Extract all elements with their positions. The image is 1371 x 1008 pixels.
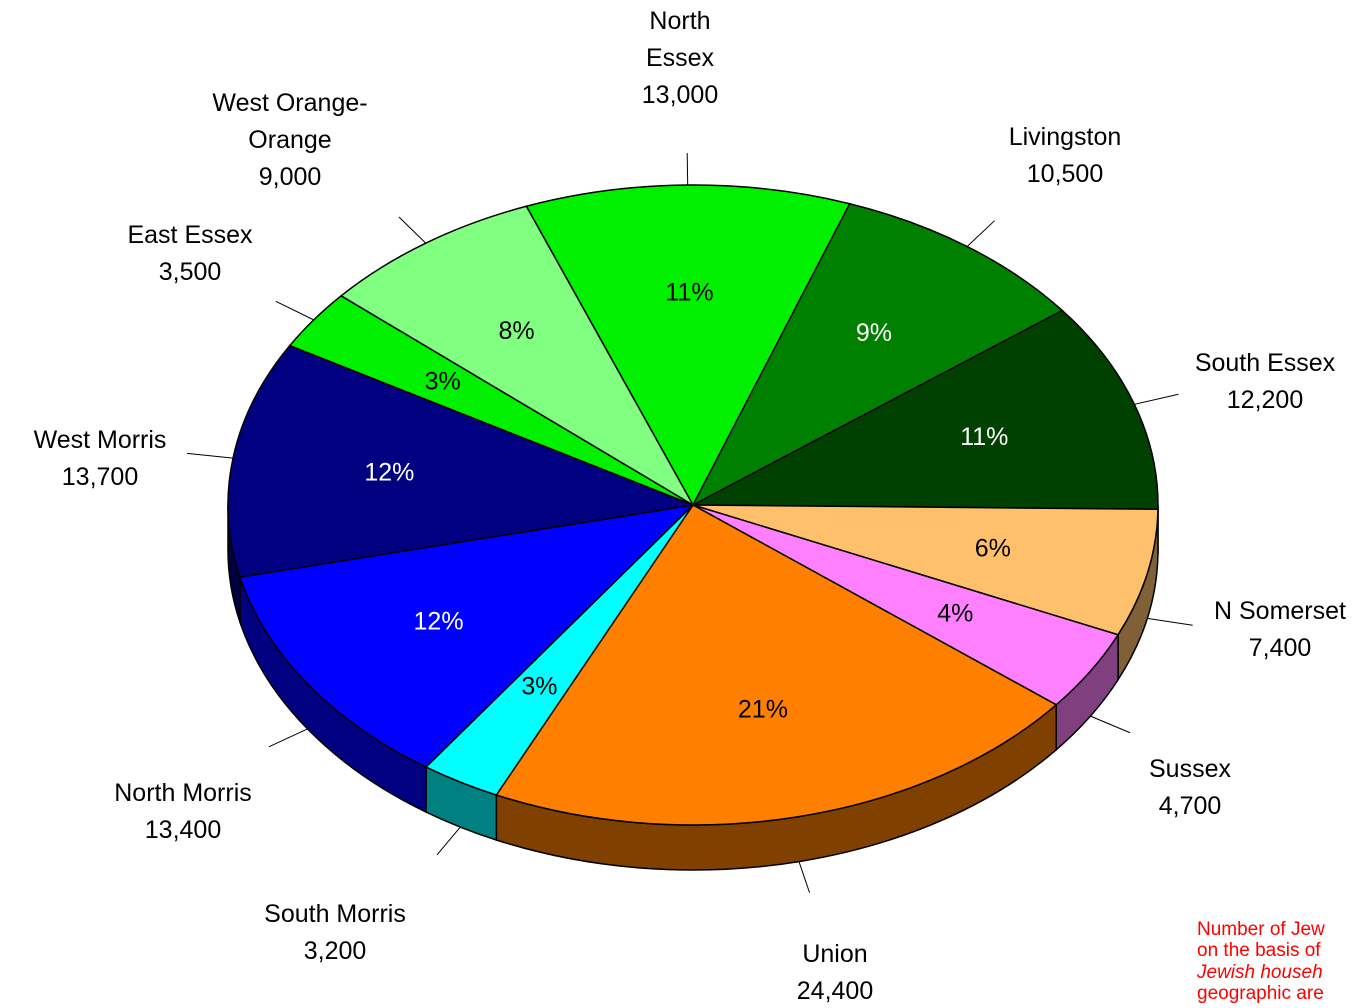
category-label: Sussex 4,700 [1149, 755, 1231, 820]
annotation: on the basis of [1197, 940, 1321, 961]
pie-slice [495, 504, 1058, 826]
percent-label: 3% [521, 672, 557, 700]
leader-line [798, 861, 811, 893]
value-label: 24,400 [797, 977, 873, 1005]
annotation: geographic are [1197, 983, 1324, 1004]
category-label: Union 24,400 [797, 940, 873, 1005]
value-label: 4,700 [1159, 792, 1222, 820]
percent-label: 21% [738, 695, 788, 723]
leader-line [966, 220, 995, 247]
category-line: Union [802, 940, 867, 968]
category-line: South Essex [1195, 349, 1336, 377]
leader-line [268, 728, 308, 748]
value-label: 12,200 [1227, 386, 1303, 414]
category-line: North [649, 7, 710, 35]
category-line: West Morris [34, 426, 167, 454]
percent-label: 4% [937, 599, 973, 627]
value-label: 9,000 [259, 163, 322, 191]
leader-line [436, 826, 461, 856]
pie-slice [238, 503, 696, 768]
leader-line [1147, 617, 1193, 626]
leader-line [1134, 393, 1179, 405]
pie-slice [339, 205, 696, 508]
percent-label: 12% [364, 459, 414, 487]
category-line: North Morris [114, 779, 252, 807]
category-label: N Somerset 7,400 [1214, 597, 1346, 662]
percent-label: 9% [856, 319, 892, 347]
percent-label: 8% [499, 317, 535, 345]
value-label: 7,400 [1249, 634, 1312, 662]
leader-line [398, 216, 427, 244]
pie-slice [692, 309, 1159, 510]
category-label: South Morris 3,200 [264, 900, 406, 965]
category-label: Livingston 10,500 [1009, 123, 1122, 188]
category-label: East Essex 3,500 [127, 221, 253, 286]
category-label: West Orange- Orange 9,000 [212, 89, 367, 191]
percent-label: 11% [960, 423, 1008, 451]
percent-label: 12% [414, 608, 464, 636]
pie-slice [525, 184, 851, 507]
percent-label: 6% [975, 535, 1011, 563]
category-line: West Orange- [212, 89, 367, 117]
value-label: 3,500 [159, 258, 222, 286]
value-label: 13,400 [145, 816, 221, 844]
value-label: 10,500 [1027, 160, 1103, 188]
category-line: South Morris [264, 900, 406, 928]
category-label: South Essex 12,200 [1195, 349, 1336, 414]
annotation: Jewish househ [1196, 962, 1323, 983]
leader-line [686, 153, 689, 186]
category-label: North Essex 13,000 [642, 7, 718, 109]
annotation: Number of Jew [1197, 919, 1325, 940]
category-label: North Morris 13,400 [114, 779, 252, 844]
category-line: East Essex [127, 221, 253, 249]
leader-line [186, 452, 234, 459]
category-line: Sussex [1149, 755, 1231, 783]
category-line: Livingston [1009, 123, 1122, 151]
category-label: West Morris 13,700 [34, 426, 167, 491]
percent-label: 11% [665, 278, 713, 306]
pie-slice [692, 504, 1159, 636]
pie-slice [691, 202, 1064, 507]
leader-line [275, 300, 314, 321]
category-line: Essex [646, 44, 715, 72]
value-label: 13,000 [642, 81, 718, 109]
pie: 11% North Essex 13,000 9% Livingston 10,500 11%… [34, 7, 1346, 1005]
leader-line [1090, 715, 1131, 734]
percent-label: 3% [425, 367, 461, 395]
value-label: 13,700 [62, 463, 138, 491]
category-line: N Somerset [1214, 597, 1346, 625]
value-label: 3,200 [304, 937, 367, 965]
category-line: Orange [248, 126, 331, 154]
